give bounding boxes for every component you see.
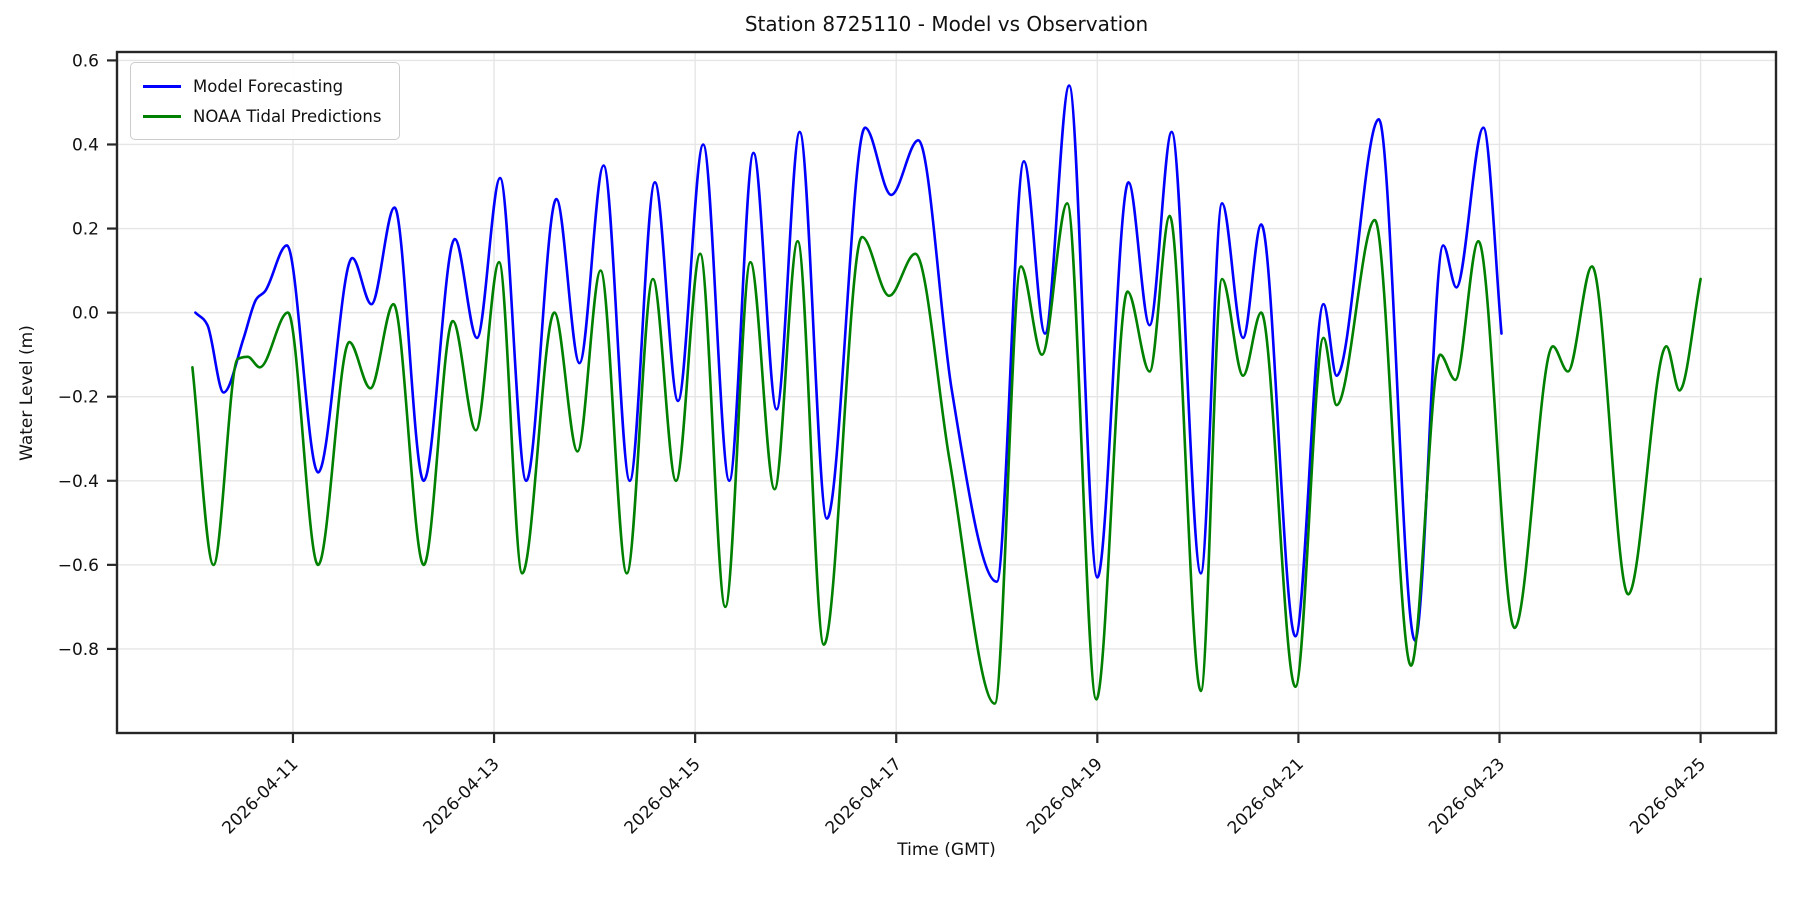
legend-line-swatch-model	[143, 84, 181, 88]
y-tick-label: −0.8	[58, 640, 99, 660]
x-tick-label: 2026-04-13	[420, 754, 504, 838]
x-tick-label: 2026-04-19	[1023, 754, 1107, 838]
legend-label-model: Model Forecasting	[193, 76, 344, 96]
x-tick-label: 2026-04-21	[1224, 754, 1308, 838]
legend-item: NOAA Tidal Predictions	[143, 101, 381, 131]
x-tick-label: 2026-04-25	[1626, 754, 1710, 838]
axes-spines	[115, 50, 1778, 735]
legend-line-swatch-noaa	[143, 114, 181, 118]
y-tick-label: −0.6	[58, 556, 99, 576]
x-tick-label: 2026-04-17	[822, 754, 906, 838]
series-line-model-forecasting	[194, 84, 1503, 642]
y-tick-label: 0.4	[72, 135, 99, 155]
x-axis-label: Time (GMT)	[897, 840, 996, 860]
y-tick-label: −0.4	[58, 472, 99, 492]
x-tick-label: 2026-04-15	[621, 754, 705, 838]
chart-title: Station 8725110 - Model vs Observation	[744, 12, 1149, 36]
y-axis-label: Water Level (m)	[17, 325, 37, 461]
y-tick-label: 0.2	[72, 220, 99, 240]
y-tick-label: 0.6	[72, 51, 99, 71]
legend-label-noaa: NOAA Tidal Predictions	[193, 106, 382, 126]
x-tick-label: 2026-04-23	[1425, 754, 1509, 838]
y-tick-label: −0.2	[58, 388, 99, 408]
x-tick-label: 2026-04-11	[218, 754, 302, 838]
legend-item: Model Forecasting	[143, 71, 381, 101]
legend: Model Forecasting NOAA Tidal Predictions	[130, 62, 401, 140]
series-line-noaa-tidal-predictions	[191, 202, 1702, 705]
y-tick-label: 0.0	[72, 304, 99, 324]
